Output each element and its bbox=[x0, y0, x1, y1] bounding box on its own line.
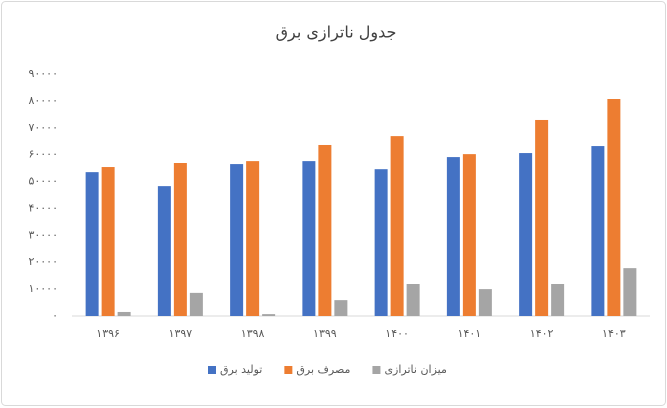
legend-label: مصرف برق bbox=[296, 363, 350, 376]
bar bbox=[406, 284, 420, 316]
bar bbox=[390, 136, 404, 316]
y-tick-label: ۰ bbox=[52, 309, 58, 322]
legend-swatch bbox=[284, 366, 293, 374]
bar bbox=[535, 119, 549, 316]
y-tick-label: ۵۰۰۰۰ bbox=[28, 175, 58, 188]
legend-label: تولید برق bbox=[220, 363, 262, 376]
y-tick-label: ۹۰۰۰۰ bbox=[28, 67, 58, 80]
bar bbox=[189, 292, 203, 316]
y-tick-label: ۳۰۰۰۰ bbox=[28, 228, 58, 241]
x-tick-label: ۱۳۹۸ bbox=[241, 327, 265, 340]
y-tick-label: ۱۰۰۰۰ bbox=[28, 282, 58, 295]
bar bbox=[607, 99, 621, 316]
bar bbox=[334, 300, 348, 316]
y-tick-label: ۶۰۰۰۰ bbox=[28, 148, 58, 161]
bar bbox=[374, 169, 388, 316]
bar bbox=[302, 161, 316, 316]
x-tick-label: ۱۴۰۳ bbox=[602, 327, 626, 340]
bar bbox=[462, 154, 476, 316]
bar bbox=[101, 167, 115, 316]
y-tick-label: ۷۰۰۰۰ bbox=[28, 121, 58, 134]
bar bbox=[519, 153, 533, 316]
legend-swatch bbox=[372, 366, 381, 374]
legend-swatch bbox=[208, 366, 216, 374]
bar bbox=[262, 314, 276, 316]
y-tick-label: ۸۰۰۰۰ bbox=[28, 94, 58, 107]
legend-label: میزان ناترازی bbox=[384, 363, 447, 376]
x-tick-label: ۱۳۹۷ bbox=[169, 327, 193, 340]
y-tick-label: ۴۰۰۰۰ bbox=[28, 201, 58, 214]
bar bbox=[157, 186, 171, 316]
bar bbox=[623, 268, 637, 316]
y-tick-label: ۲۰۰۰۰ bbox=[28, 255, 58, 268]
x-tick-label: ۱۴۰۰ bbox=[385, 327, 409, 340]
x-tick-label: ۱۳۹۹ bbox=[313, 327, 337, 340]
bar bbox=[230, 164, 244, 316]
bar bbox=[85, 172, 99, 316]
x-tick-label: ۱۴۰۲ bbox=[530, 327, 554, 340]
bar bbox=[551, 284, 565, 316]
chart-title: جدول ناترازی برق bbox=[276, 23, 397, 43]
x-tick-label: ۱۴۰۱ bbox=[458, 327, 482, 340]
x-tick-label: ۱۳۹۶ bbox=[96, 327, 120, 340]
bar bbox=[246, 161, 260, 316]
bar bbox=[173, 163, 187, 316]
bar bbox=[117, 311, 131, 316]
bar bbox=[478, 289, 492, 316]
bar bbox=[446, 157, 460, 316]
bar bbox=[318, 144, 332, 316]
bar bbox=[591, 146, 605, 316]
